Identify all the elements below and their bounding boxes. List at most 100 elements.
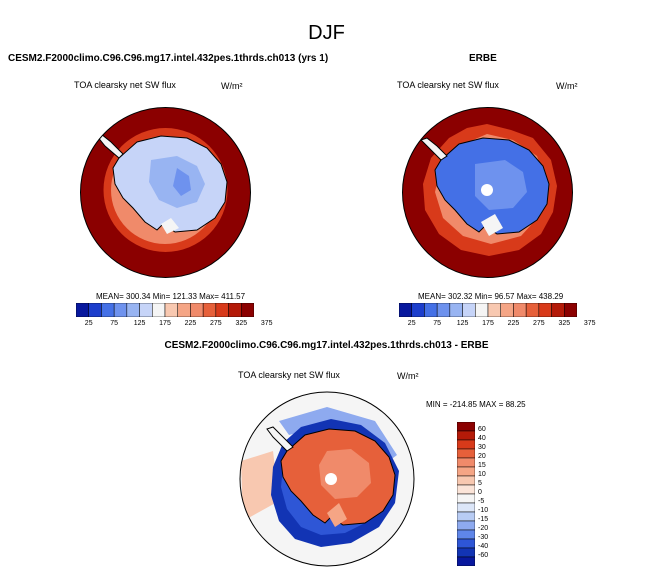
diff-colorbar-tick: 5	[478, 480, 482, 487]
diff-pole-hole	[325, 473, 337, 485]
right-colorbar-tick: 75	[433, 320, 442, 327]
diff-panel-title: CESM2.F2000climo.C96.C96.mg17.intel.432p…	[164, 340, 489, 351]
right-panel-title: ERBE	[469, 53, 497, 64]
right-colorbar-swatch	[513, 303, 527, 317]
right-units-label: W/m²	[556, 81, 578, 91]
left-colorbar-tick: 375	[260, 320, 273, 327]
right-colorbar-tick: 125	[456, 320, 469, 327]
diff-north-ring	[279, 407, 397, 461]
left-colorbar-tick: 275	[210, 320, 222, 327]
diff-colorbar-tick: -15	[478, 516, 489, 523]
left-colorbar-tick: 25	[84, 320, 93, 327]
diff-colorbar-tick: 15	[478, 462, 486, 469]
left-colorbar-swatch	[126, 303, 140, 317]
diff-colorbar-tick: 10	[478, 471, 486, 478]
right-colorbar-swatch	[436, 303, 451, 317]
right-colorbar-tick: 25	[407, 320, 416, 327]
right-peninsula-region	[420, 137, 448, 161]
right-colorbar-swatch	[525, 303, 540, 317]
right-pole-hole	[481, 184, 493, 196]
right-ross-shelf	[481, 214, 503, 236]
diff-colorbar-tick: -5	[478, 498, 485, 505]
diff-colorbar-swatch	[457, 493, 475, 504]
right-colorbar-swatch	[487, 303, 501, 317]
left-colorbar-swatch	[88, 303, 102, 317]
right-colorbar-swatch	[399, 303, 412, 317]
left-panel-title: CESM2.F2000climo.C96.C96.mg17.intel.432p…	[8, 53, 329, 64]
diff-interior-region	[319, 449, 371, 499]
diff-colorbar-swatch	[457, 466, 475, 477]
left-map-border	[80, 107, 251, 278]
left-ross-shelf	[161, 218, 179, 234]
diff-colorbar-tick: 20	[478, 453, 486, 460]
diff-colorbar-swatch	[457, 529, 475, 540]
left-interior-region	[173, 168, 191, 196]
left-colorbar-tick: 325	[235, 320, 248, 327]
right-stats-label: MEAN= 302.32 Min= 96.57 Max= 438.29	[418, 292, 564, 301]
diff-colorbar-swatch	[457, 448, 475, 459]
right-colorbar-tick: 225	[507, 320, 520, 327]
right-colorbar	[399, 303, 577, 317]
diff-colorbar-swatch	[457, 547, 475, 558]
left-colorbar-tick: 175	[159, 320, 171, 327]
diff-colorbar-swatch	[457, 520, 475, 531]
left-polar-map	[80, 107, 251, 278]
diff-colorbar-tick: 30	[478, 444, 486, 451]
left-colorbar-swatch	[190, 303, 204, 317]
left-colorbar-swatch	[76, 303, 89, 317]
diff-variable-label: TOA clearsky net SW flux	[238, 370, 340, 380]
left-colorbar-swatch	[177, 303, 191, 317]
season-title: DJF	[308, 22, 345, 44]
diff-colorbar-swatch	[457, 457, 475, 468]
diff-colorbar-swatch	[457, 556, 475, 566]
diff-colorbar-tick: -30	[478, 534, 489, 541]
right-map-border	[402, 107, 573, 278]
diff-colorbar-swatch	[457, 538, 475, 549]
right-colorbar-swatch	[424, 303, 438, 317]
diff-colorbar-swatch	[457, 502, 475, 513]
left-colorbar	[76, 303, 254, 317]
left-units-label: W/m²	[221, 81, 243, 91]
left-colorbar-tick: 225	[184, 320, 197, 327]
left-colorbar-swatch	[215, 303, 229, 317]
right-colorbar-swatch	[538, 303, 552, 317]
left-colorbar-swatch	[113, 303, 128, 317]
left-variable-label: TOA clearsky net SW flux	[74, 80, 176, 90]
right-plateau-region	[475, 160, 527, 210]
right-colorbar-tick: 375	[583, 320, 596, 327]
right-colorbar-ticks: 25 75 125 175 225 275 325 375	[399, 320, 596, 330]
left-colorbar-swatch	[228, 303, 242, 317]
diff-peninsula-region	[266, 426, 294, 452]
diff-colorbar-swatch	[457, 475, 475, 486]
diff-colorbar-swatch	[457, 439, 475, 450]
diff-units-label: W/m²	[397, 371, 419, 381]
diff-colorbar-swatch	[457, 430, 475, 441]
right-colorbar-swatch	[564, 303, 577, 317]
left-colorbar-ticks: 25 75 125 175 225 275 325 375	[76, 320, 273, 330]
diff-stats-label: MIN = -214.85 MAX = 88.25	[426, 400, 526, 409]
diff-west-pale	[241, 451, 279, 521]
diff-colorbar-tick: -10	[478, 507, 489, 514]
diff-map-border	[239, 391, 415, 567]
right-polar-map	[402, 107, 573, 278]
diff-colorbar-tick: -40	[478, 543, 489, 550]
right-colorbar-tick: 175	[482, 320, 494, 327]
diff-colorbar	[457, 422, 475, 566]
right-colorbar-swatch	[411, 303, 425, 317]
right-colorbar-swatch	[475, 303, 489, 317]
diff-colorbar-tick: 40	[478, 435, 486, 442]
left-colorbar-swatch	[101, 303, 115, 317]
diff-colorbar-tick: -60	[478, 552, 489, 559]
right-colorbar-swatches	[399, 303, 577, 317]
left-colorbar-tick: 75	[110, 320, 119, 327]
right-colorbar-tick: 275	[533, 320, 545, 327]
right-colorbar-swatch	[551, 303, 565, 317]
diff-colorbar-tick: -20	[478, 525, 489, 532]
right-colorbar-tick: 325	[558, 320, 571, 327]
left-colorbar-swatch	[139, 303, 153, 317]
diff-colorbar-swatch	[457, 422, 475, 432]
left-colorbar-swatch	[202, 303, 217, 317]
diff-colorbar-tick: 0	[478, 489, 482, 496]
left-colorbar-swatch	[152, 303, 166, 317]
right-colorbar-swatch	[462, 303, 476, 317]
